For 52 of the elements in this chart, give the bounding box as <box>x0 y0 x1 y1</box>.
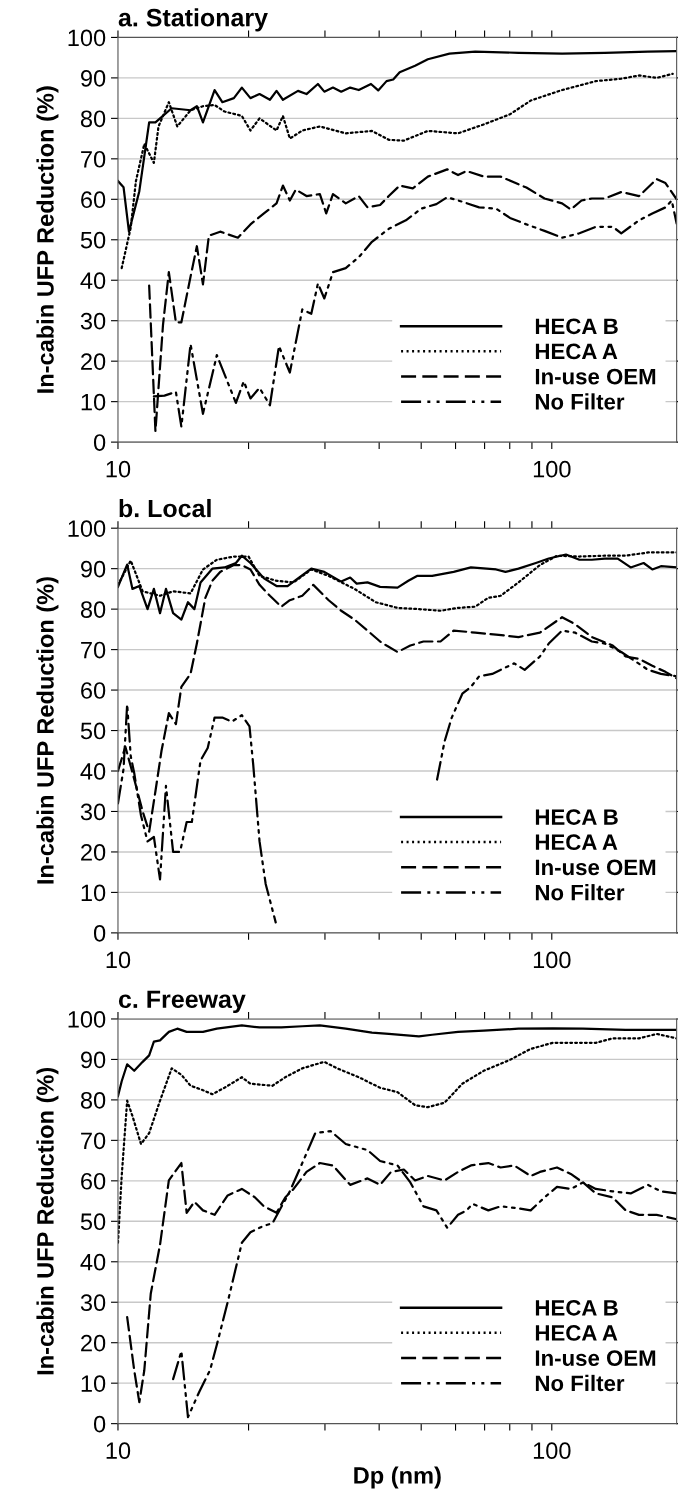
y-tick-label: 100 <box>68 1011 106 1028</box>
y-tick-label: 50 <box>80 231 106 249</box>
y-tick-label: 80 <box>80 1091 106 1109</box>
y-tick-label: 30 <box>80 1294 106 1312</box>
y-tick-label: 60 <box>81 191 106 209</box>
legend-label: In-use OEM <box>535 859 656 876</box>
legend-label: No Filter <box>535 1374 625 1392</box>
y-tick-label: 30 <box>80 803 106 821</box>
y-tick-label: 50 <box>80 722 106 740</box>
legend-label: No Filter <box>535 393 625 410</box>
y-tick-label: 60 <box>81 1172 106 1190</box>
y-axis-title: In-cabin UFP Reduction (%) <box>36 86 59 393</box>
y-tick-label: 100 <box>68 29 106 47</box>
y-tick-label: 40 <box>80 763 106 780</box>
y-tick-label: 0 <box>93 924 106 942</box>
y-tick-label: 0 <box>93 1415 106 1433</box>
y-tick-label: 90 <box>81 560 106 578</box>
y-tick-label: 20 <box>81 1334 106 1352</box>
y-tick-label: 100 <box>68 520 106 537</box>
y-tick-label: 10 <box>81 884 106 902</box>
y-tick-label: 90 <box>81 1051 106 1069</box>
legend-label: HECA A <box>535 1325 618 1341</box>
y-tick-label: 30 <box>80 312 106 330</box>
y-tick-label: 10 <box>81 1375 106 1392</box>
y-axis-title: In-cabin UFP Reduction (%) <box>36 577 59 884</box>
legend-label: HECA B <box>535 809 618 825</box>
x-axis-title: Dp (nm) <box>354 1466 441 1489</box>
chart-title: a. Stationary <box>118 8 268 32</box>
y-tick-label: 0 <box>93 434 106 451</box>
legend-label: In-use OEM <box>535 368 656 385</box>
y-tick-label: 20 <box>81 353 106 370</box>
y-tick-label: 50 <box>80 1213 106 1231</box>
legend-label: HECA A <box>535 834 618 851</box>
legend-label: In-use OEM <box>535 1350 656 1366</box>
y-tick-label: 70 <box>81 641 106 659</box>
y-tick-label: 70 <box>81 150 106 168</box>
legend-label: HECA A <box>535 343 618 360</box>
legend-label: No Filter <box>535 884 625 901</box>
y-tick-label: 90 <box>81 69 106 87</box>
y-axis-title: In-cabin UFP Reduction (%) <box>36 1067 59 1375</box>
y-tick-label: 40 <box>80 272 106 290</box>
y-tick-label: 60 <box>81 682 106 699</box>
y-tick-label: 10 <box>81 393 106 411</box>
y-tick-label: 80 <box>80 110 106 128</box>
chart-title: b. Local <box>119 498 211 518</box>
chart-title: c. Freeway <box>118 990 246 1014</box>
y-tick-label: 80 <box>80 601 106 618</box>
y-tick-label: 70 <box>81 1132 106 1150</box>
y-tick-label: 20 <box>81 844 106 861</box>
legend-label: HECA B <box>535 1299 618 1316</box>
legend-label: HECA B <box>535 318 618 335</box>
y-tick-label: 40 <box>80 1253 106 1271</box>
